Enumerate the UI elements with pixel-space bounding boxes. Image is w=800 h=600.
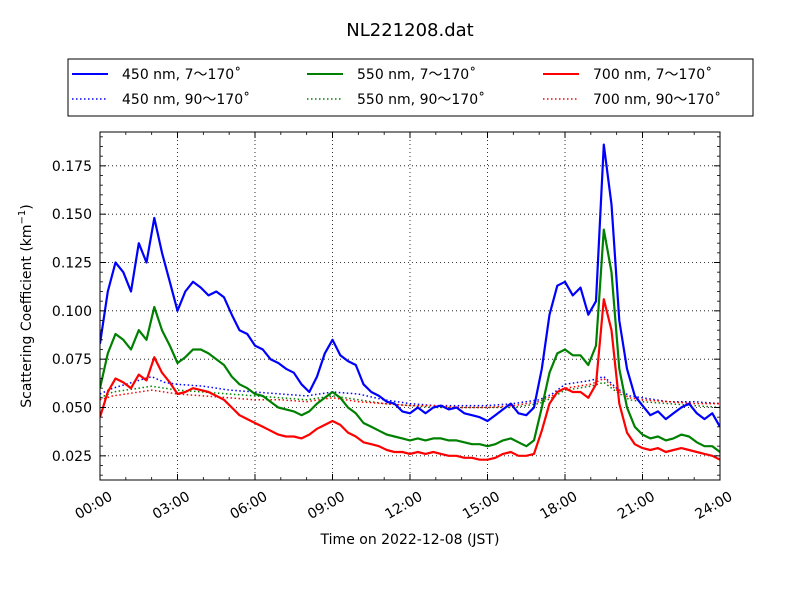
axis-ticks: 00:00 03:00 06:00 09:00 12:00 15:00 18:00 21:00… [52, 132, 735, 523]
legend-label: 550 nm, 90～170˚ [357, 91, 485, 108]
x-tick-label: 18:00 [537, 489, 580, 523]
series-line-5 [100, 377, 720, 409]
series-line-2 [100, 228, 720, 453]
y-tick-label: 0.125 [52, 256, 92, 272]
legend-entry: 700 nm, 90～170˚ [543, 91, 721, 108]
legend-entry: 700 nm, 7～170˚ [543, 66, 712, 83]
legend-entry: 450 nm, 90～170˚ [72, 91, 250, 108]
y-tick-label: 0.150 [52, 207, 92, 223]
x-tick-label: 09:00 [305, 489, 348, 523]
y-tick-label: 0.050 [52, 401, 92, 417]
grid [99, 132, 721, 480]
y-axis-label-close: ) [19, 204, 35, 209]
y-tick-label: 0.075 [52, 352, 92, 368]
series-line-4 [100, 298, 720, 461]
x-tick-label: 24:00 [692, 489, 735, 523]
legend-label: 700 nm, 90～170˚ [593, 91, 721, 108]
x-tick-label: 15:00 [460, 489, 503, 523]
y-tick-label: 0.175 [52, 159, 92, 175]
series-line-1 [100, 375, 720, 407]
legend-entry: 450 nm, 7～170˚ [72, 66, 241, 83]
y-axis-label: Scattering Coefficient (km−1) [17, 204, 35, 408]
series-line-0 [100, 143, 720, 428]
x-tick-label: 12:00 [382, 489, 425, 523]
legend: 450 nm, 7～170˚ 450 nm, 90～170˚ 550 nm, 7～1… [67, 58, 754, 117]
legend-label: 450 nm, 90～170˚ [122, 91, 250, 108]
series-line-3 [100, 381, 720, 409]
x-tick-label: 00:00 [72, 489, 115, 523]
x-tick-label: 21:00 [615, 489, 658, 523]
x-tick-label: 03:00 [150, 489, 193, 523]
y-axis-label-main: Scattering Coefficient (km [19, 224, 35, 407]
x-axis-label: Time on 2022-12-08 (JST) [320, 532, 500, 548]
x-tick-label: 06:00 [227, 489, 270, 523]
legend-entry: 550 nm, 7～170˚ [307, 66, 476, 83]
chart-title: NL221208.dat [346, 20, 473, 41]
legend-frame [67, 58, 754, 117]
legend-label: 700 nm, 7～170˚ [593, 66, 712, 83]
y-tick-label: 0.100 [52, 304, 92, 320]
y-axis-label-exponent: −1 [17, 210, 28, 225]
y-tick-label: 0.025 [52, 449, 92, 465]
legend-label: 450 nm, 7～170˚ [122, 66, 241, 83]
legend-label: 550 nm, 7～170˚ [357, 66, 476, 83]
plot-area [100, 143, 720, 461]
legend-entry: 550 nm, 90～170˚ [307, 91, 485, 108]
